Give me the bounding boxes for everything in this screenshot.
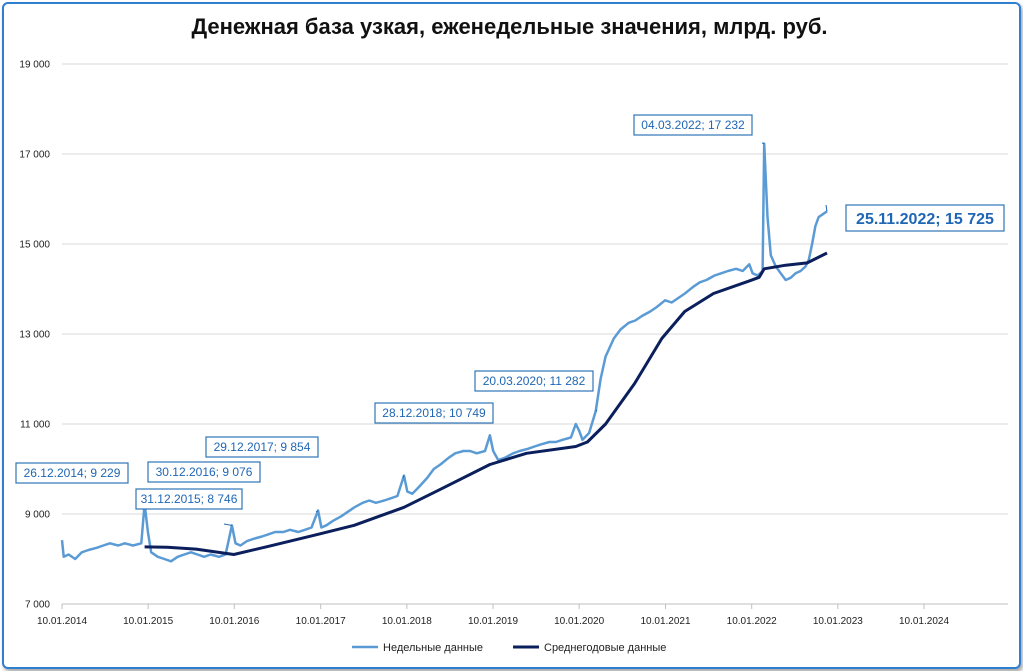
y-tick-label: 17 000 [19, 150, 50, 161]
annotation-box [374, 402, 494, 424]
y-tick-label: 9 000 [25, 510, 50, 521]
annotation-box [205, 436, 319, 458]
annotation-leader [223, 523, 233, 526]
annotation-label: 25.11.2022; 15 725 [856, 211, 994, 228]
x-tick-label: 10.01.2020 [554, 616, 604, 627]
x-tick-label: 10.01.2019 [468, 616, 518, 627]
y-tick-label: 7 000 [25, 600, 50, 611]
x-axis: 10.01.2014 10.01.2015 10.01.2016 10.01.2017… [37, 603, 1008, 627]
x-tick-label: 10.01.2018 [382, 616, 432, 627]
legend-label: Недельные данные [383, 642, 483, 654]
grid-lines [62, 63, 1008, 515]
annotation-box [845, 204, 1005, 232]
y-tick-label: 15 000 [19, 240, 50, 251]
series-layer [60, 142, 828, 563]
x-tick-label: 10.01.2016 [209, 616, 259, 627]
x-tick-label: 10.01.2015 [123, 616, 173, 627]
y-tick-label: 19 000 [19, 60, 50, 71]
annotation-label: 20.03.2020; 11 282 [483, 374, 586, 388]
legend: Недельные данные Среднегодовые данные [352, 642, 666, 654]
annotation-leader [825, 204, 828, 212]
annotation-leader [402, 475, 405, 479]
annotation-box [474, 370, 594, 392]
annotation-leader [315, 510, 319, 513]
annotations-layer: 26.12.2014; 9 229 31.12.2015; 8 746 30.12.… [15, 114, 1005, 526]
annotation-box [633, 114, 753, 136]
annotation-leader [761, 142, 765, 145]
x-tick-label: 10.01.2022 [727, 616, 777, 627]
annotation-label: 29.12.2017; 9 854 [214, 440, 311, 454]
x-tick-label: 10.01.2014 [37, 616, 87, 627]
x-tick-label: 10.01.2021 [641, 616, 691, 627]
x-tick-label: 10.01.2023 [813, 616, 863, 627]
annotation-box [147, 461, 261, 483]
annotation-label: 26.12.2014; 9 229 [24, 466, 121, 480]
annotation-label: 04.03.2022; 17 232 [641, 118, 745, 132]
annotation-box [15, 462, 129, 484]
y-tick-label: 13 000 [19, 330, 50, 341]
annotation-box [135, 488, 243, 510]
y-axis-ticks: 7 000 9 000 11 000 13 000 15 000 17 000 19 000 [19, 60, 50, 611]
series-line-2 [144, 251, 828, 556]
annotation-label: 28.12.2018; 10 749 [382, 406, 486, 420]
legend-label: Среднегодовые данные [544, 642, 666, 654]
annotation-label: 31.12.2015; 8 746 [141, 492, 238, 506]
y-tick-label: 11 000 [20, 420, 50, 431]
x-tick-label: 10.01.2017 [296, 616, 346, 627]
annotation-label: 30.12.2016; 9 076 [156, 465, 253, 479]
x-tick-label: 10.01.2024 [899, 616, 949, 627]
chart-title: Денежная база узкая, еженедельные значен… [191, 14, 828, 39]
annotation-leader [595, 409, 598, 412]
series-line-1 [60, 142, 828, 563]
